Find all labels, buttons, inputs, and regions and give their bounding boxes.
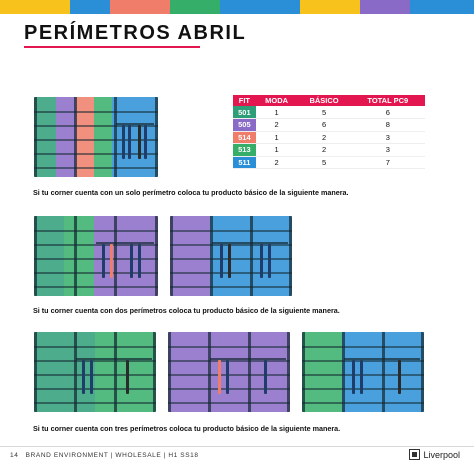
moda-cell: 2 [255,118,298,132]
page-number: 14 [10,452,19,459]
footer: 14 BRAND ENVIRONMENT | WHOLESALE | H1 SS… [10,452,199,459]
brand-name: Liverpool [423,449,460,460]
total-cell: 3 [350,143,425,157]
perimeter-fixture-three-a [34,332,156,412]
title-underline [24,46,200,48]
table-row: 514 1 2 3 [233,131,425,144]
total-cell: 7 [350,156,425,169]
perimeter-fixture-three-b [168,332,290,412]
table-row: 505 2 6 8 [233,118,425,132]
fit-cell: 501 [233,106,256,119]
header-basico: BÁSICO [297,95,351,106]
page-title: PERÍMETROS ABRIL [24,22,247,44]
moda-cell: 2 [255,156,298,169]
basico-cell: 6 [297,118,351,132]
moda-cell: 1 [255,131,298,144]
fit-table: FIT MODA BÁSICO TOTAL PC9 501 1 5 6 505 … [233,95,425,169]
footer-label: BRAND ENVIRONMENT | WHOLESALE | H1 SS18 [25,452,199,459]
decorative-top-strip [0,0,474,14]
moda-cell: 1 [255,143,298,157]
basico-cell: 2 [297,143,351,157]
fit-cell: 505 [233,118,256,132]
caption-two-perimeters: Si tu corner cuenta con dos perímetros c… [33,306,340,315]
table-row: 511 2 5 7 [233,156,425,169]
perimeter-fixture-single [34,97,158,177]
header-moda: MODA [255,95,298,106]
fit-cell: 511 [233,156,256,169]
total-cell: 3 [350,131,425,144]
fit-cell: 513 [233,143,256,157]
header-total: TOTAL PC9 [350,95,425,106]
basico-cell: 2 [297,131,351,144]
perimeter-fixture-three-c [302,332,424,412]
total-cell: 6 [350,106,425,119]
table-row: 501 1 5 6 [233,106,425,119]
fit-cell: 514 [233,131,256,144]
brand-mark-icon [409,449,421,460]
basico-cell: 5 [297,106,351,119]
caption-three-perimeters: Si tu corner cuenta con tres perímetros … [33,424,341,433]
brand-logo: Liverpool [409,449,460,460]
fit-table-header: FIT MODA BÁSICO TOTAL PC9 [233,95,425,106]
footer-divider [0,446,474,447]
header-fit: FIT [233,95,256,106]
moda-cell: 1 [255,106,298,119]
perimeter-fixture-two-b [170,216,292,296]
basico-cell: 5 [297,156,351,169]
total-cell: 8 [350,118,425,132]
caption-one-perimeter: Si tu corner cuenta con un solo perímetr… [33,188,349,197]
table-row: 513 1 2 3 [233,143,425,157]
perimeter-fixture-two-a [34,216,158,296]
